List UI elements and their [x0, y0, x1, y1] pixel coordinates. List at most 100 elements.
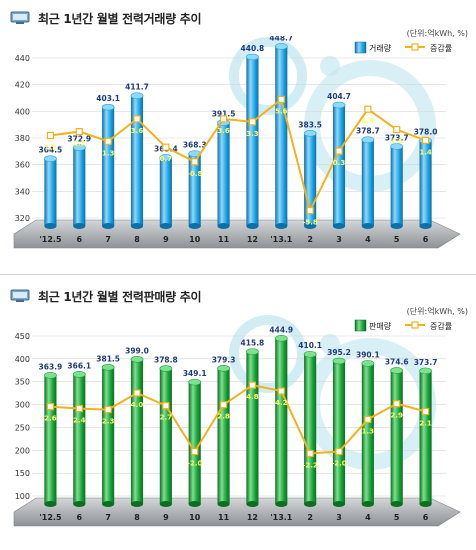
- y-tick-label: 350: [15, 378, 30, 387]
- x-tick-label: '12.5: [39, 235, 62, 244]
- rate-value-label: 2.4: [73, 417, 86, 425]
- bar-base: [332, 223, 346, 229]
- bar-body: [73, 147, 86, 226]
- y-tick-label: 200: [15, 446, 30, 455]
- rate-point: [393, 400, 401, 408]
- rate-point: [191, 447, 199, 456]
- legend-line-label: 증감률: [430, 43, 452, 53]
- bar: 373.7: [385, 133, 409, 229]
- x-tick-label: 6: [423, 235, 429, 244]
- bar: 378.8: [154, 356, 178, 507]
- bar-value-label: 378.0: [414, 128, 438, 137]
- bar: 390.1: [356, 350, 380, 507]
- bar-value-label: 440.8: [241, 44, 265, 53]
- bar-cap: [361, 136, 375, 144]
- bar-cap: [188, 378, 202, 386]
- x-tick-label: 8: [134, 235, 140, 244]
- bar-base: [217, 223, 230, 229]
- arrow-shape: [13, 497, 461, 527]
- y-axis: 100 150 200 250 300 350 400 450: [15, 332, 446, 501]
- bar-base: [217, 501, 230, 507]
- x-tick-label: 7: [105, 513, 111, 522]
- bar-body: [275, 338, 288, 504]
- rate-value-label: -2.2: [302, 461, 317, 469]
- y-tick-label: 150: [15, 469, 30, 478]
- bar: 349.1: [183, 369, 207, 507]
- rate-point: [133, 389, 141, 397]
- rate-point: [162, 143, 170, 151]
- bar-cap: [72, 371, 86, 378]
- bar-body: [361, 139, 374, 226]
- arrow-platform: '12.5 6 7 8 9 10 11 12 '13.1 2 3 4 5 6: [13, 219, 461, 249]
- x-tick-label: 2: [307, 513, 313, 522]
- bar-base: [130, 501, 144, 507]
- rate-point: [421, 407, 430, 416]
- x-tick-label: 9: [163, 513, 169, 522]
- bar-value-label: 372.9: [67, 134, 91, 143]
- x-tick-label: 6: [423, 513, 429, 522]
- bar-cap: [361, 360, 375, 367]
- x-tick-label: 11: [218, 513, 230, 522]
- rate-value-label: 2.3: [73, 140, 86, 148]
- rate-value-label: 5.6: [275, 107, 288, 115]
- bar: 399.0: [125, 346, 149, 507]
- bar-cap: [101, 364, 115, 371]
- bar-base: [246, 501, 259, 507]
- bar-base: [304, 223, 317, 229]
- unit-label: (단위:억kWh, %): [406, 307, 468, 316]
- legend-line-marker: [411, 43, 419, 51]
- legend-bar-label: 거래량: [369, 43, 392, 53]
- bar-base: [390, 223, 403, 229]
- bar-cap: [72, 144, 86, 151]
- rate-value-label: 1.3: [362, 427, 375, 435]
- y-tick-label: 400: [15, 107, 30, 116]
- arrow-shape: [13, 219, 461, 249]
- rate-value-label: 4.6: [362, 117, 375, 125]
- x-tick-label: 9: [163, 235, 169, 244]
- bar: 372.9: [67, 134, 91, 229]
- x-tick-label: 12: [247, 235, 258, 244]
- x-tick-label: 8: [134, 513, 140, 522]
- y-axis: 320 340 360 380 400 420 440: [15, 54, 446, 223]
- bar-value-label: 378.7: [356, 127, 380, 136]
- bar-cap: [217, 365, 230, 372]
- rate-value-label: 3.3: [246, 130, 259, 138]
- bar-value-label: 374.6: [385, 357, 409, 366]
- bubble: [320, 334, 340, 354]
- bar-cap: [246, 348, 259, 355]
- rate-value-label: 4.8: [246, 393, 259, 401]
- rate-value-label: -2.0: [331, 460, 346, 468]
- rate-value-label: 4.0: [131, 401, 144, 409]
- unit-label: (단위:억kWh, %): [406, 29, 468, 38]
- bar-body: [159, 368, 172, 504]
- rate-value-label: -5.8: [302, 219, 317, 227]
- bar-base: [361, 501, 374, 507]
- bar-base: [361, 223, 374, 229]
- bar-body: [246, 56, 259, 226]
- y-tick-label: 380: [15, 134, 30, 143]
- rate-point: [364, 105, 372, 113]
- x-tick-label: '13.1: [270, 235, 293, 244]
- bar-cap: [332, 101, 346, 109]
- x-tick-label: 4: [365, 235, 371, 244]
- bar-body: [419, 370, 432, 504]
- x-tick-label: 4: [365, 513, 371, 522]
- rate-point: [277, 387, 285, 395]
- bar: 363.9: [39, 362, 62, 507]
- bar: 373.7: [414, 358, 437, 507]
- bar-base: [73, 501, 86, 507]
- bar-body: [332, 105, 346, 226]
- bar: 379.3: [212, 355, 235, 507]
- bar-base: [246, 223, 259, 229]
- legend: 판매량 증감률: [354, 319, 452, 332]
- x-tick-label: 6: [76, 235, 82, 244]
- rate-value-label: 4.2: [275, 399, 288, 407]
- bars: 364.5372.9403.1411.7365.4368.3391.5440.8…: [39, 36, 438, 229]
- legend-line-label: 증감률: [430, 321, 452, 331]
- rate-value-label: -0.8: [187, 170, 202, 178]
- bar-base: [102, 501, 115, 507]
- bar-base: [44, 501, 57, 507]
- bar-base: [419, 223, 432, 229]
- bar-base: [73, 223, 86, 229]
